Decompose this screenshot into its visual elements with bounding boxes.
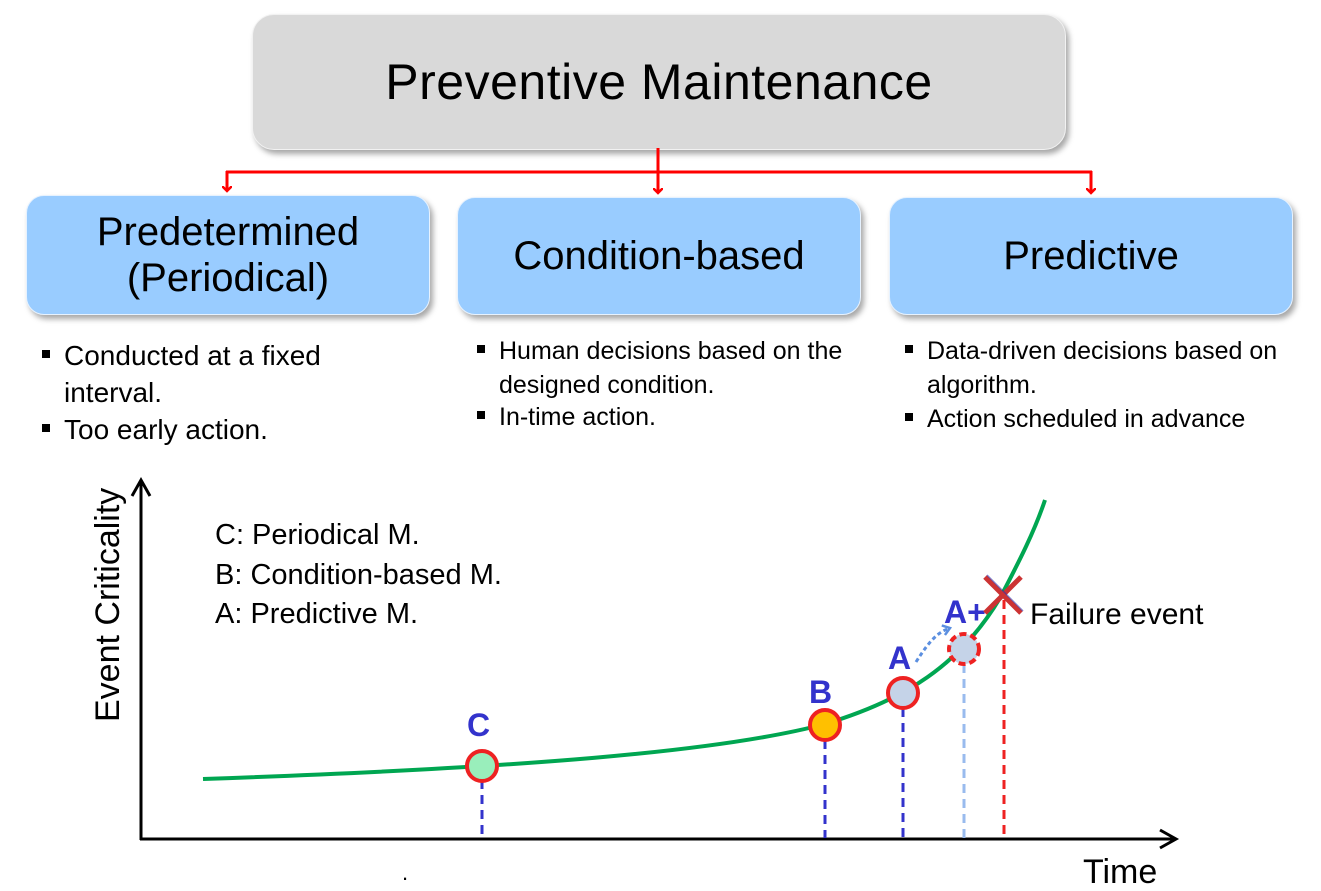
bullet-item: Human decisions based on the designed co…: [475, 334, 865, 402]
category-box-condition-based: Condition-based: [457, 197, 861, 315]
point-label-b: B: [809, 674, 832, 710]
y-axis-label: Event Criticality: [89, 488, 127, 722]
legend-c: C: Periodical M.: [215, 519, 420, 551]
failure-label: Failure event: [1030, 598, 1204, 631]
bullet-item: In-time action.: [475, 400, 865, 434]
category-box-predetermined: Predetermined (Periodical): [26, 195, 430, 315]
category-label-predictive: Predictive: [1003, 234, 1179, 278]
point-c: [465, 749, 499, 783]
connector-lines: [226, 148, 1092, 193]
point-b: [808, 708, 842, 742]
shift-arrow: [914, 628, 950, 663]
title-box: Preventive Maintenance: [252, 14, 1066, 150]
category-label-condition-based: Condition-based: [513, 234, 805, 278]
bullet-list-condition-based: Human decisions based on the designed co…: [475, 334, 865, 434]
point-label-a: A: [888, 640, 911, 676]
bullet-item: Too early action.: [40, 411, 400, 448]
legend-a: A: Predictive M.: [215, 598, 418, 630]
point-a: [886, 676, 920, 710]
failure-x-icon: [983, 574, 1024, 615]
bullet-item: Conducted at a fixed interval.: [40, 337, 400, 411]
x-axis-label: Time: [1083, 853, 1157, 891]
bullet-list-predictive: Data-driven decisions based on algorithm…: [903, 334, 1313, 436]
point-a-plus: [947, 632, 981, 666]
bullet-list-predetermined: Conducted at a fixed interval. Too early…: [40, 337, 400, 448]
point-label-c: C: [467, 707, 490, 743]
point-label-a-plus: A+: [944, 594, 986, 630]
legend-b: B: Condition-based M.: [215, 559, 502, 591]
stray-dot: .: [402, 860, 408, 885]
bullet-item: Action scheduled in advance: [903, 402, 1313, 436]
category-label-predetermined: Predetermined (Periodical): [96, 210, 360, 300]
bullet-item: Data-driven decisions based on algorithm…: [903, 334, 1313, 402]
category-box-predictive: Predictive: [889, 197, 1293, 315]
title: Preventive Maintenance: [385, 54, 933, 110]
